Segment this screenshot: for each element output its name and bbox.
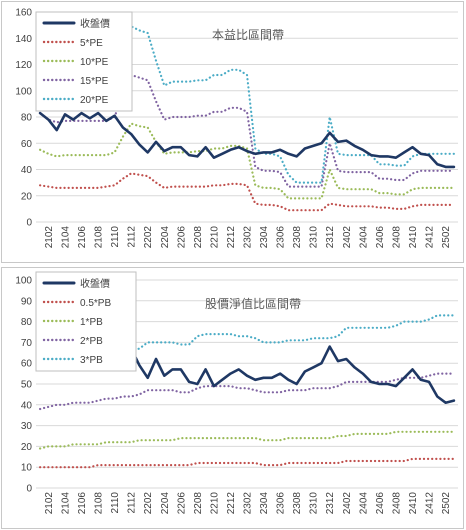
x-tick-label: 2106 [77,492,88,515]
y-tick-label: 30 [21,421,33,432]
x-tick-label: 2210 [209,492,220,515]
y-tick-label: 80 [21,317,33,328]
chart-title: 股價淨值比區間帶 [205,296,301,311]
x-tick-label: 2304 [259,492,270,515]
legend-label: 10*PE [80,57,109,68]
x-tick-label: 2102 [44,226,55,249]
y-tick-label: 20 [21,442,33,453]
legend-label: 2*PB [80,336,103,347]
legend-label: 收盤價 [80,17,110,30]
pb-band-chart: 0 10 20 30 40 50 60 70 80 90 100 2102 2104 2106 2108 21… [15,271,458,515]
y-tick-label: 80 [21,113,33,124]
legend [35,271,137,372]
series-line-0 [38,111,456,169]
legend-label: 收盤價 [80,277,110,290]
x-tick-label: 2212 [226,492,237,515]
x-tick-label: 2408 [391,226,402,249]
x-tick-label: 2112 [127,492,138,514]
x-tick-label: 2404 [358,492,369,515]
x-tick-label: 2412 [425,226,436,249]
series-line-1 [38,457,455,469]
x-tick-label: 2110 [110,226,121,248]
x-tick-label: 2206 [176,492,187,515]
y-tick-label: 140 [15,34,32,45]
series-line-2 [38,122,455,200]
series-line-4 [38,314,455,371]
x-tick-label: 2502 [441,226,452,249]
y-tick-label: 60 [21,359,33,370]
legend-label: 1*PB [80,317,103,328]
x-tick-label: 2308 [292,492,303,515]
x-tick-label: 2208 [193,492,204,515]
x-tick-label: 2306 [276,226,287,249]
x-tick-label: 2408 [391,492,402,515]
y-tick-label: 40 [21,165,33,176]
x-tick-label: 2404 [358,226,369,249]
series-line-2 [38,430,455,450]
x-tick-label: 2306 [276,492,287,515]
x-tick-label: 2212 [226,226,237,249]
pe-band-chart-panel: 0 20 40 60 80 100 120 140 160 2102 2104 2106 2108 211… [1,1,464,263]
y-tick-label: 10 [21,463,33,474]
legend-label: 20*PE [80,95,109,106]
x-tick-label: 2502 [441,492,452,515]
x-tick-label: 2102 [44,492,55,515]
x-tick-label: 2310 [309,226,320,249]
y-tick-label: 0 [26,484,32,495]
x-tick-label: 2304 [259,226,270,249]
y-tick-label: 0 [26,218,32,229]
x-tick-label: 2302 [243,492,254,515]
x-tick-label: 2402 [342,226,353,249]
chart-title: 本益比區間帶 [212,28,284,42]
x-tick-label: 2410 [408,492,419,515]
y-tick-label: 100 [15,276,32,287]
x-tick-label: 2106 [77,226,88,249]
x-tick-label: 2410 [408,226,419,249]
y-tick-label: 160 [15,8,32,19]
x-tick-label: 2406 [375,492,386,515]
x-tick-label: 2108 [94,226,105,249]
x-tick-label: 2112 [127,226,138,248]
x-tick-label: 2406 [375,226,386,249]
pb-band-chart-panel: 0 10 20 30 40 50 60 70 80 90 100 2102 2104 2106 2108 21… [1,267,464,529]
x-tick-label: 2310 [309,492,320,515]
x-tick-label: 2210 [209,226,220,249]
x-tick-label: 2308 [292,226,303,249]
x-tick-label: 2110 [110,492,121,514]
x-tick-label: 2312 [325,226,336,249]
x-tick-label: 2202 [143,226,154,249]
legend-label: 3*PB [80,355,103,366]
y-tick-label: 100 [15,86,32,97]
x-tick-label: 2202 [143,492,154,515]
x-tick-label: 2104 [60,226,71,249]
y-tick-label: 90 [21,296,33,307]
x-tick-label: 2204 [160,226,171,249]
y-tick-label: 50 [21,380,33,391]
x-tick-label: 2412 [425,492,436,515]
legend-label: 5*PE [80,38,103,49]
x-tick-label: 2104 [60,492,71,515]
legend-label: 15*PE [80,76,109,87]
legend-label: 0.5*PB [80,298,111,309]
y-tick-label: 40 [21,400,33,411]
series-line-3 [38,372,455,411]
x-tick-label: 2108 [94,492,105,515]
y-tick-label: 70 [21,338,33,349]
series-line-1 [38,172,455,212]
x-tick-label: 2302 [243,226,254,249]
y-tick-label: 20 [21,191,33,202]
x-tick-label: 2208 [193,226,204,249]
y-tick-label: 120 [15,60,32,71]
x-tick-label: 2402 [342,492,353,515]
x-tick-label: 2204 [160,492,171,515]
x-tick-label: 2206 [176,226,187,249]
pe-band-chart: 0 20 40 60 80 100 120 140 160 2102 2104 2106 2108 211… [15,8,458,249]
y-tick-label: 60 [21,139,33,150]
x-tick-label: 2312 [325,492,336,515]
